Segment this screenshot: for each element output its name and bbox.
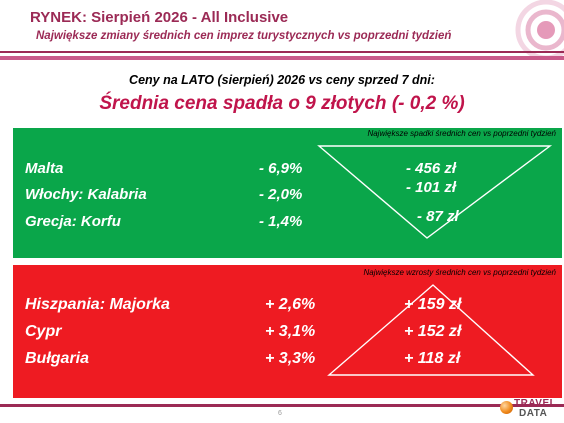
increase-percent-2: + 3,1% xyxy=(265,323,316,340)
decrease-destination-3: Grecja: Korfu xyxy=(25,213,121,230)
intro-text: Ceny na LATO (sierpień) 2026 vs ceny spr… xyxy=(129,73,435,87)
headline-summary: Średnia cena spadła o 9 złotych (- 0,2 %… xyxy=(99,93,465,114)
logo-text-line2: DATA xyxy=(519,408,548,419)
increase-percent-3: + 3,3% xyxy=(265,350,316,367)
increases-panel: Największe wzrosty średnich cen vs poprz… xyxy=(13,265,562,398)
increases-caption: Największe wzrosty średnich cen vs poprz… xyxy=(363,268,556,277)
down-triangle-graphic xyxy=(317,145,553,239)
logo-text-line1: TRAVEL xyxy=(514,398,557,409)
decreases-panel: Największe spadki średnich cen vs poprze… xyxy=(13,128,562,258)
decrease-amount-1: - 456 zł xyxy=(406,160,457,177)
increase-destination-2: Cypr xyxy=(25,323,62,340)
page-number: 6 xyxy=(278,410,282,417)
increase-destination-3: Bułgaria xyxy=(25,350,90,367)
decreases-caption: Największe spadki średnich cen vs poprze… xyxy=(367,129,556,138)
globe-icon xyxy=(500,401,513,414)
footer-rule xyxy=(0,404,564,407)
header-rule xyxy=(0,51,564,53)
increase-amount-3: + 118 zł xyxy=(404,350,461,367)
decrease-percent-1: - 6,9% xyxy=(259,160,303,177)
page-title: RYNEK: Sierpień 2026 - All Inclusive xyxy=(30,9,289,26)
decrease-amount-2: - 101 zł xyxy=(406,179,457,196)
travel-data-logo: TRAVEL DATA xyxy=(498,398,562,422)
decrease-percent-3: - 1,4% xyxy=(259,213,303,230)
page-subtitle: Największe zmiany średnich cen imprez tu… xyxy=(36,30,452,42)
decrease-percent-2: - 2,0% xyxy=(259,186,303,203)
increase-amount-1: + 159 zł xyxy=(404,296,462,313)
decrease-destination-2: Włochy: Kalabria xyxy=(25,186,147,203)
increase-amount-2: + 152 zł xyxy=(404,323,462,340)
header-rule-accent xyxy=(0,56,564,60)
decrease-destination-1: Malta xyxy=(25,160,64,177)
decrease-amount-3: - 87 zł xyxy=(417,208,459,225)
increase-percent-1: + 2,6% xyxy=(265,296,316,313)
up-triangle-graphic xyxy=(327,284,535,376)
increase-destination-1: Hiszpania: Majorka xyxy=(25,296,170,313)
